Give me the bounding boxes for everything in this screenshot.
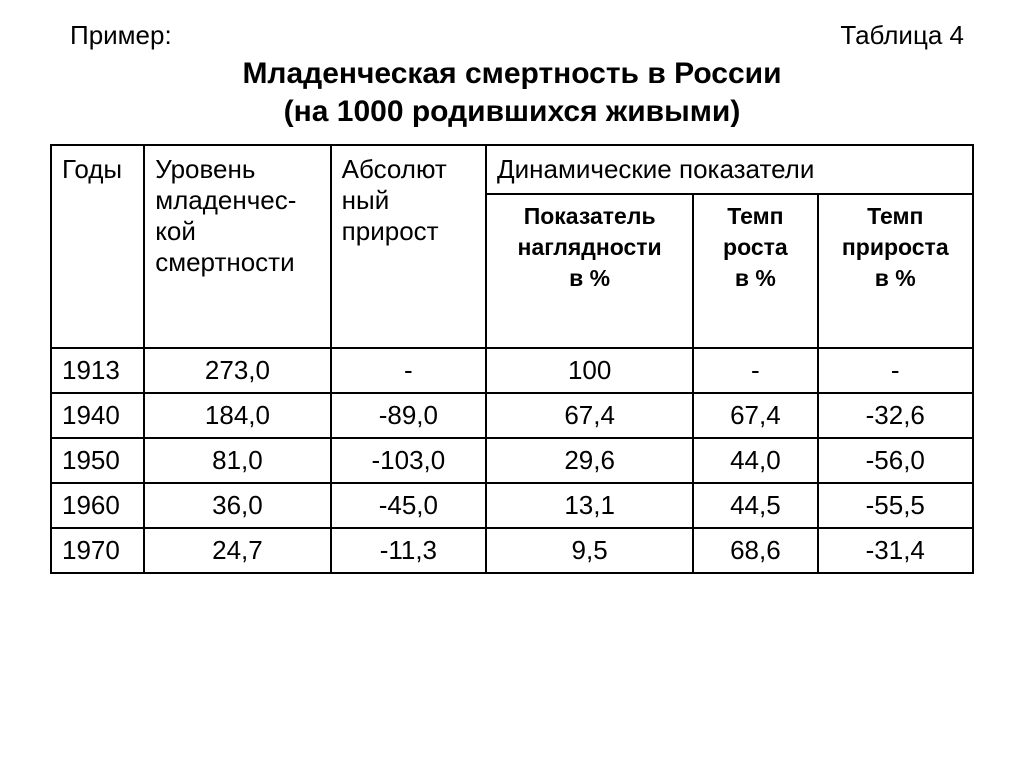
cell-inc: -55,5 bbox=[818, 483, 973, 528]
table-header-row-1: Годы Уровень младенчес-кой смертности Аб… bbox=[51, 145, 973, 194]
cell-growth: - bbox=[693, 348, 817, 393]
cell-abs: -89,0 bbox=[331, 393, 486, 438]
cell-growth: 67,4 bbox=[693, 393, 817, 438]
cell-growth: 44,0 bbox=[693, 438, 817, 483]
col-vis: Показатель наглядности в % bbox=[486, 194, 693, 348]
page-title: Младенческая смертность в России (на 100… bbox=[50, 55, 974, 130]
col-dyn-group: Динамические показатели bbox=[486, 145, 973, 194]
cell-vis: 13,1 bbox=[486, 483, 693, 528]
cell-inc: -32,6 bbox=[818, 393, 973, 438]
col-level: Уровень младенчес-кой смертности bbox=[144, 145, 330, 348]
cell-vis: 9,5 bbox=[486, 528, 693, 573]
cell-year: 1950 bbox=[51, 438, 144, 483]
table-number: Таблица 4 bbox=[840, 20, 964, 51]
cell-level: 24,7 bbox=[144, 528, 330, 573]
cell-year: 1913 bbox=[51, 348, 144, 393]
cell-year: 1960 bbox=[51, 483, 144, 528]
cell-level: 36,0 bbox=[144, 483, 330, 528]
table-row: 1950 81,0 -103,0 29,6 44,0 -56,0 bbox=[51, 438, 973, 483]
cell-abs: -103,0 bbox=[331, 438, 486, 483]
cell-level: 273,0 bbox=[144, 348, 330, 393]
cell-growth: 68,6 bbox=[693, 528, 817, 573]
cell-inc: - bbox=[818, 348, 973, 393]
col-years: Годы bbox=[51, 145, 144, 348]
title-line-1: Младенческая смертность в России bbox=[50, 55, 974, 93]
mortality-table: Годы Уровень младенчес-кой смертности Аб… bbox=[50, 144, 974, 574]
cell-inc: -31,4 bbox=[818, 528, 973, 573]
col-inc: Темп прироста в % bbox=[818, 194, 973, 348]
col-growth: Темп роста в % bbox=[693, 194, 817, 348]
col-inc-l1: Темп прироста bbox=[842, 203, 949, 260]
cell-vis: 29,6 bbox=[486, 438, 693, 483]
cell-abs: -45,0 bbox=[331, 483, 486, 528]
table-row: 1913 273,0 - 100 - - bbox=[51, 348, 973, 393]
cell-abs: -11,3 bbox=[331, 528, 486, 573]
col-inc-l2: в % bbox=[875, 265, 916, 291]
col-growth-l2: в % bbox=[735, 265, 776, 291]
col-growth-l1: Темп роста bbox=[723, 203, 788, 260]
cell-vis: 100 bbox=[486, 348, 693, 393]
col-vis-l1: Показатель наглядности bbox=[518, 203, 662, 260]
cell-inc: -56,0 bbox=[818, 438, 973, 483]
cell-abs: - bbox=[331, 348, 486, 393]
cell-vis: 67,4 bbox=[486, 393, 693, 438]
cell-level: 81,0 bbox=[144, 438, 330, 483]
table-row: 1960 36,0 -45,0 13,1 44,5 -55,5 bbox=[51, 483, 973, 528]
col-abs: Абсолют ный прирост bbox=[331, 145, 486, 348]
table-row: 1940 184,0 -89,0 67,4 67,4 -32,6 bbox=[51, 393, 973, 438]
cell-year: 1940 bbox=[51, 393, 144, 438]
cell-year: 1970 bbox=[51, 528, 144, 573]
cell-growth: 44,5 bbox=[693, 483, 817, 528]
example-label: Пример: bbox=[70, 20, 172, 51]
cell-level: 184,0 bbox=[144, 393, 330, 438]
table-row: 1970 24,7 -11,3 9,5 68,6 -31,4 bbox=[51, 528, 973, 573]
title-line-2: (на 1000 родившихся живыми) bbox=[50, 93, 974, 131]
col-vis-l2: в % bbox=[569, 265, 610, 291]
